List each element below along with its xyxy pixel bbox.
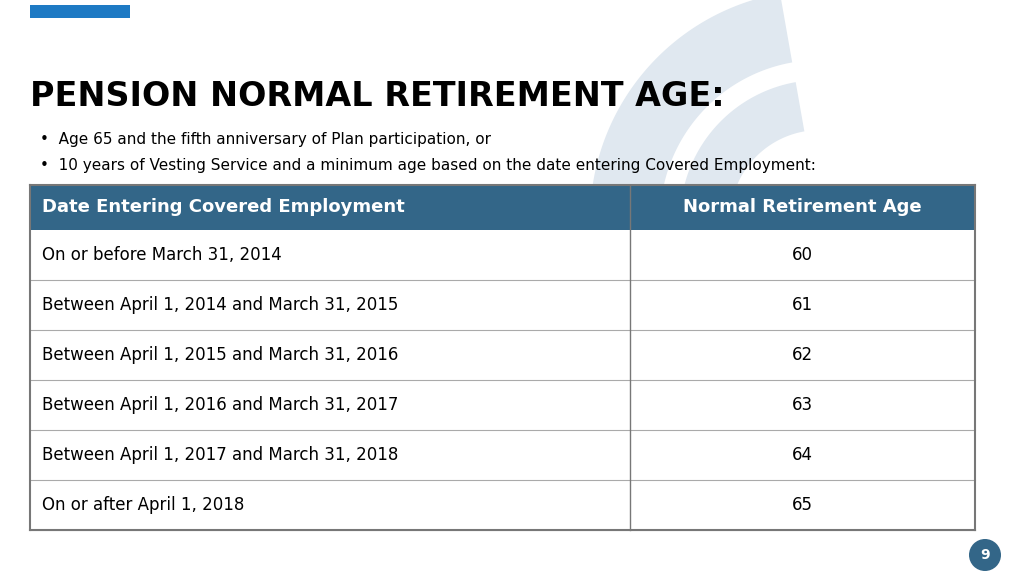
Text: On or after April 1, 2018: On or after April 1, 2018	[42, 496, 245, 514]
Text: Between April 1, 2015 and March 31, 2016: Between April 1, 2015 and March 31, 2016	[42, 346, 398, 364]
Bar	[30, 280, 975, 330]
Bar	[30, 330, 975, 380]
Text: 65: 65	[792, 496, 813, 514]
Text: 64: 64	[792, 446, 813, 464]
Circle shape	[969, 539, 1001, 571]
Text: 62: 62	[792, 346, 813, 364]
Polygon shape	[680, 82, 805, 358]
Bar	[30, 230, 975, 280]
Text: 63: 63	[792, 396, 813, 414]
Text: •  10 years of Vesting Service and a minimum age based on the date entering Cove: • 10 years of Vesting Service and a mini…	[40, 158, 816, 173]
Text: Between April 1, 2016 and March 31, 2017: Between April 1, 2016 and March 31, 2017	[42, 396, 398, 414]
Bar	[30, 430, 975, 480]
Text: 9: 9	[980, 548, 990, 562]
Text: Normal Retirement Age: Normal Retirement Age	[683, 199, 922, 217]
Bar	[30, 380, 975, 430]
Text: Date Entering Covered Employment: Date Entering Covered Employment	[42, 199, 404, 217]
Text: On or before March 31, 2014: On or before March 31, 2014	[42, 246, 282, 264]
Bar	[30, 480, 975, 530]
Bar	[30, 5, 130, 18]
Bar	[30, 185, 975, 230]
Text: Between April 1, 2014 and March 31, 2015: Between April 1, 2014 and March 31, 2015	[42, 296, 398, 314]
Polygon shape	[590, 0, 793, 446]
Text: 61: 61	[792, 296, 813, 314]
Text: PENSION NORMAL RETIREMENT AGE:: PENSION NORMAL RETIREMENT AGE:	[30, 80, 725, 113]
Text: •  Age 65 and the fifth anniversary of Plan participation, or: • Age 65 and the fifth anniversary of Pl…	[40, 132, 490, 147]
Text: 60: 60	[792, 246, 813, 264]
Text: Between April 1, 2017 and March 31, 2018: Between April 1, 2017 and March 31, 2018	[42, 446, 398, 464]
